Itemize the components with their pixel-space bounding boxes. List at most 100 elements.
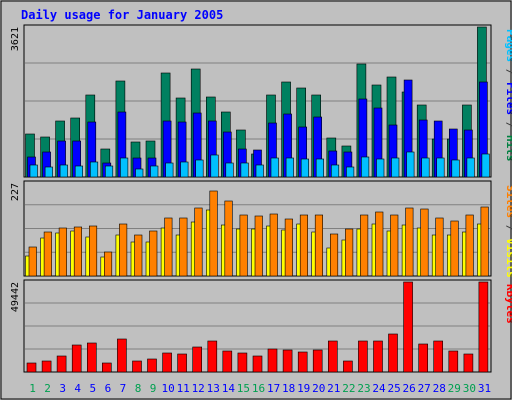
bar-pages <box>300 158 310 178</box>
bar-pages <box>165 162 174 178</box>
bar-kbytes <box>192 346 202 373</box>
bar-kbytes <box>252 355 263 373</box>
bar-sites <box>254 215 263 277</box>
bar-kbytes <box>71 344 82 373</box>
bar-pages <box>240 162 249 178</box>
bar-sites <box>420 208 429 277</box>
x-tick-label: 3 <box>59 382 66 395</box>
x-tick-label: 8 <box>135 382 142 395</box>
x-tick-label: 6 <box>105 382 112 395</box>
x-tick-label: 9 <box>150 382 157 395</box>
bar-kbytes <box>222 350 233 373</box>
bar-kbytes <box>388 333 398 373</box>
bar-kbytes <box>102 362 112 373</box>
bar-sites <box>405 207 414 277</box>
bar-sites <box>89 225 98 277</box>
x-tick-label: 23 <box>357 382 370 395</box>
bar-pages <box>466 157 475 178</box>
bar-sites <box>28 246 37 277</box>
bar-kbytes <box>327 340 338 373</box>
bar-pages <box>120 157 129 178</box>
bar-kbytes <box>177 353 187 373</box>
legend-entry: KBytes <box>504 284 512 324</box>
bar-kbytes <box>343 360 353 373</box>
bar-pages <box>74 165 83 178</box>
bar-sites <box>269 213 278 277</box>
bar-pages <box>451 159 460 178</box>
x-tick-label: 21 <box>327 382 340 395</box>
y-tick-label: 227 <box>10 183 21 201</box>
bar-kbytes <box>463 353 474 373</box>
bar-sites <box>224 200 233 277</box>
bar-sites <box>58 227 67 277</box>
panel-legend: Sites / Visits <box>504 185 512 278</box>
bar-kbytes <box>358 340 368 373</box>
panel-sites-visits: 227 Sites / Visits <box>10 180 512 278</box>
y-tick-label: 3621 <box>10 27 21 51</box>
bar-sites <box>390 214 399 277</box>
bar-kbytes <box>56 355 67 373</box>
panel-kbytes: 49442 KBytes <box>10 279 512 373</box>
y-tick-label: 49442 <box>10 282 21 312</box>
bar-pages <box>436 157 445 178</box>
bar-sites <box>375 211 384 277</box>
bar-kbytes <box>373 340 383 373</box>
bar-kbytes <box>117 338 127 373</box>
bar-sites <box>435 217 444 277</box>
bar-pages <box>255 164 264 178</box>
x-tick-label: 29 <box>448 382 461 395</box>
bar-sites <box>43 231 52 277</box>
bar-kbytes <box>403 281 413 373</box>
x-tick-label: 5 <box>89 382 96 395</box>
bar-pages <box>406 151 415 178</box>
bar-sites <box>239 214 248 277</box>
bar-pages <box>376 158 385 178</box>
x-tick-label: 22 <box>342 382 355 395</box>
bar-sites <box>480 206 489 277</box>
bar-pages <box>361 156 370 178</box>
bar-kbytes <box>237 352 248 373</box>
x-tick-label: 2 <box>44 382 51 395</box>
bar-kbytes <box>282 349 293 373</box>
bar-kbytes <box>448 350 459 373</box>
bar-sites <box>149 230 158 277</box>
legend-entry: Visits <box>504 238 512 278</box>
bar-sites <box>209 190 218 277</box>
bar-sites <box>360 214 369 277</box>
chart-panels: 3621 Pages / Files / Hits 227 Sites / Visit… <box>10 24 512 373</box>
bar-sites <box>164 217 173 277</box>
legend-entry: Pages <box>504 29 512 62</box>
bar-sites <box>179 217 188 277</box>
bar-kbytes <box>312 349 323 373</box>
bar-kbytes <box>267 348 278 373</box>
legend-entry: / <box>504 62 512 82</box>
bar-sites <box>134 234 143 277</box>
bar-pages <box>180 161 189 178</box>
x-tick-label: 28 <box>433 382 446 395</box>
legend-entry: / <box>504 115 512 135</box>
x-tick-label: 12 <box>192 382 205 395</box>
bar-pages <box>285 157 294 178</box>
bar-sites <box>314 214 324 277</box>
x-tick-label: 1 <box>29 382 36 395</box>
panel-hits-files-pages: 3621 Pages / Files / Hits <box>10 24 512 178</box>
bar-pages <box>346 166 355 178</box>
x-tick-label: 13 <box>207 382 220 395</box>
bar-pages <box>330 164 340 178</box>
x-axis-labels: 1 2 3 4 5 6 7 8 9 10 11 12 13 14 15 16 17 18 19 20 21 22 23 24 2… <box>29 382 491 395</box>
bar-pages <box>44 166 53 178</box>
bar-kbytes <box>478 281 489 373</box>
bar-kbytes <box>26 362 37 373</box>
legend-entry: Hits <box>504 135 512 162</box>
x-tick-label: 27 <box>418 382 431 395</box>
bar-kbytes <box>433 340 444 373</box>
legend-entry: Files <box>504 82 512 115</box>
x-tick-label: 11 <box>177 382 190 395</box>
x-tick-label: 26 <box>402 382 415 395</box>
chart-title: Daily usage for January 2005 <box>21 8 223 22</box>
x-tick-label: 30 <box>463 382 476 395</box>
x-tick-label: 14 <box>222 382 236 395</box>
bar-kbytes <box>162 352 172 373</box>
